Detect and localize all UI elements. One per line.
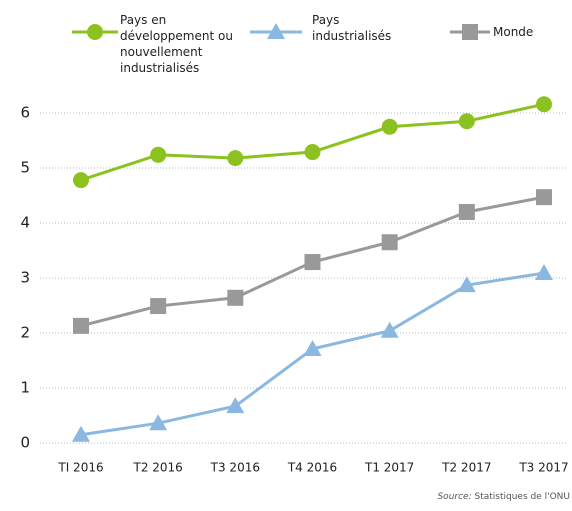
source-label: Source: [437,492,472,502]
marker [72,425,90,442]
marker [457,276,476,293]
source: Source: Statistiques de l'ONU [437,492,570,502]
x-tick-label: T2 2016 [133,461,183,475]
legend-label: Pays en développement ou nouvellement in… [120,13,233,75]
marker [304,254,321,271]
marker [87,24,103,40]
legend-label: Pays industrialisés [312,13,392,43]
marker [536,96,552,113]
marker [536,189,552,206]
marker [381,118,398,135]
x-tick-label: T1 2017 [364,461,414,475]
marker [227,289,244,306]
y-tick-label: 6 [20,104,30,122]
marker [150,298,167,315]
marker [73,172,89,189]
y-tick-label: 2 [20,324,30,342]
marker [458,113,475,130]
x-tick-label: TI 2016 [57,461,103,475]
marker [458,204,475,220]
marker [267,23,285,39]
legend-label: Monde [493,25,534,39]
x-tick-label: T2 2017 [441,461,491,475]
marker [150,146,167,163]
y-tick-label: 0 [20,434,30,452]
series-line [80,102,545,182]
marker [303,339,322,356]
x-tick-label: T3 2016 [210,461,260,475]
y-tick-label: 4 [20,214,30,232]
marker [149,414,168,431]
marker [535,264,553,281]
y-tick-label: 5 [20,159,30,177]
marker [226,397,245,414]
source-text: Statistiques de l'ONU [474,492,571,502]
x-tick-label: T3 2017 [518,461,568,475]
marker [381,234,398,251]
marker [462,24,478,40]
marker [304,144,321,161]
marker [227,150,244,167]
y-tick-label: 1 [20,379,30,397]
marker [380,321,399,338]
y-tick-label: 3 [20,269,30,287]
marker [73,317,89,334]
x-tick-label: T4 2016 [287,461,337,475]
